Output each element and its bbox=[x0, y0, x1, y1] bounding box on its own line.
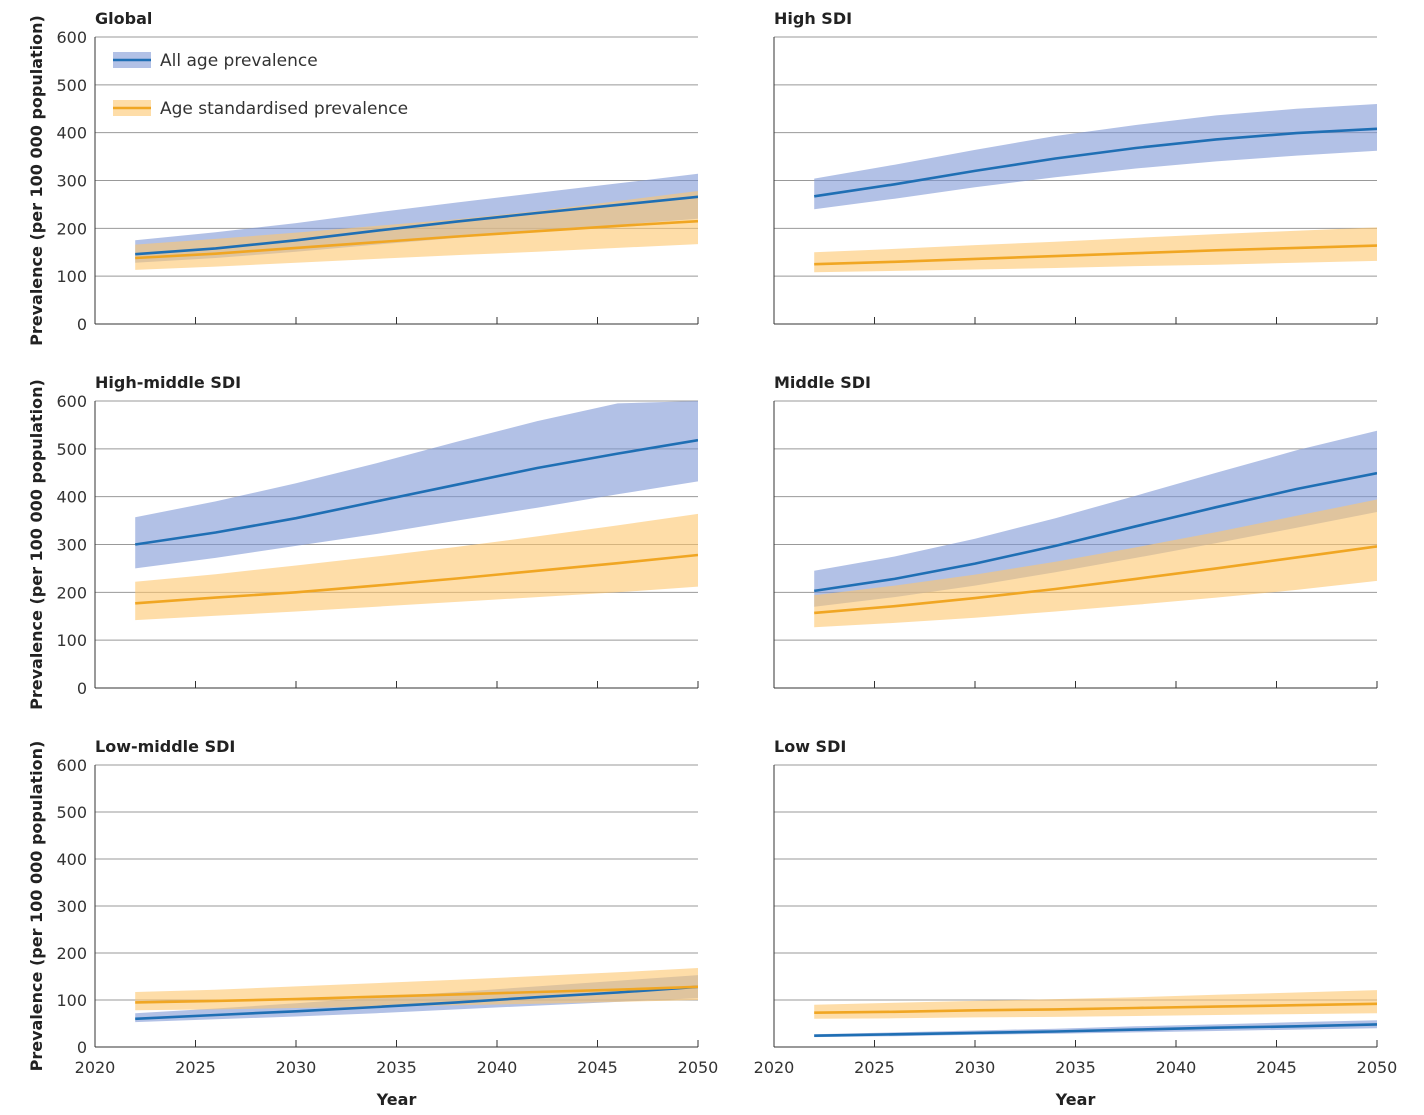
x-tick-label: 2050 bbox=[1357, 1058, 1398, 1077]
panel-title: High-middle SDI bbox=[95, 373, 241, 392]
panel-high-sdi: High SDI bbox=[773, 9, 1378, 325]
y-tick-label: 400 bbox=[56, 488, 87, 507]
x-tick-label: 2050 bbox=[678, 1058, 719, 1077]
y-axis-title: Prevalence (per 100 000 population) bbox=[27, 379, 46, 710]
legend: All age prevalence Age standardised preva… bbox=[113, 51, 408, 119]
y-tick-label: 0 bbox=[77, 679, 87, 698]
x-tick-label: 2020 bbox=[754, 1058, 795, 1077]
x-tick-label: 2045 bbox=[1256, 1058, 1297, 1077]
panel-title: Middle SDI bbox=[774, 373, 871, 392]
age-standardised-uncertainty-band bbox=[814, 499, 1377, 628]
age-standardised-series-line bbox=[135, 219, 698, 260]
x-tick-label: 2025 bbox=[175, 1058, 216, 1077]
legend-label: Age standardised prevalence bbox=[160, 99, 408, 119]
age-standardised-series-line bbox=[814, 545, 1377, 615]
all-age-uncertainty-band bbox=[135, 401, 698, 569]
all-age-uncertainty-band bbox=[814, 430, 1377, 607]
y-tick-label: 400 bbox=[56, 850, 87, 869]
panel-title: Low SDI bbox=[774, 737, 846, 756]
age-standardised-uncertainty-band bbox=[814, 227, 1377, 273]
plot-area bbox=[814, 104, 1377, 273]
plot-area bbox=[135, 173, 698, 270]
all-age-series-line bbox=[814, 471, 1377, 593]
y-tick-label: 0 bbox=[77, 1038, 87, 1057]
plot-area bbox=[135, 968, 698, 1023]
y-tick-label: 100 bbox=[56, 631, 87, 650]
panel-title: High SDI bbox=[774, 9, 852, 28]
x-tick-label: 2035 bbox=[1055, 1058, 1096, 1077]
plot-area bbox=[814, 430, 1377, 628]
y-tick-label: 500 bbox=[56, 76, 87, 95]
age-standardised-uncertainty-band bbox=[135, 191, 698, 270]
y-axis-title: Prevalence (per 100 000 population) bbox=[27, 741, 46, 1072]
y-tick-label: 300 bbox=[56, 536, 87, 555]
x-tick-label: 2045 bbox=[577, 1058, 618, 1077]
y-tick-label: 100 bbox=[56, 991, 87, 1010]
x-tick-label: 2040 bbox=[477, 1058, 518, 1077]
x-tick-label: 2020 bbox=[75, 1058, 116, 1077]
x-axis-title: Year bbox=[1055, 1090, 1096, 1109]
x-tick-label: 2040 bbox=[1156, 1058, 1197, 1077]
panel-title: Low-middle SDI bbox=[95, 737, 235, 756]
y-tick-label: 600 bbox=[56, 392, 87, 411]
plot-area bbox=[135, 401, 698, 621]
panel-low-middle-sdi: Low-middle SDI 2020 2025 2030 2035 2040 2045 20… bbox=[27, 737, 718, 1109]
panel-title: Global bbox=[95, 9, 152, 28]
y-tick-label: 300 bbox=[56, 897, 87, 916]
y-tick-label: 200 bbox=[56, 219, 87, 238]
plot-area bbox=[814, 990, 1377, 1038]
age-standardised-series-line bbox=[814, 1002, 1377, 1014]
x-tick-label: 2035 bbox=[376, 1058, 417, 1077]
age-standardised-series-line bbox=[135, 553, 698, 605]
panel-high-middle-sdi: High-middle SDI 0 100 200 300 400 500 600 Preval… bbox=[27, 373, 699, 710]
panel-low-sdi: Low SDI 2020 2025 2030 2035 2040 2045 2050 Year bbox=[754, 737, 1398, 1109]
y-tick-label: 600 bbox=[56, 756, 87, 775]
x-axis-title: Year bbox=[376, 1090, 417, 1109]
y-tick-label: 0 bbox=[77, 315, 87, 334]
all-age-series-line bbox=[135, 195, 698, 256]
y-tick-label: 500 bbox=[56, 440, 87, 459]
all-age-series-line bbox=[135, 438, 698, 546]
y-axis-title: Prevalence (per 100 000 population) bbox=[27, 15, 46, 346]
y-tick-label: 400 bbox=[56, 124, 87, 143]
y-tick-label: 200 bbox=[56, 583, 87, 602]
y-tick-label: 600 bbox=[56, 28, 87, 47]
y-tick-label: 300 bbox=[56, 172, 87, 191]
y-tick-label: 100 bbox=[56, 267, 87, 286]
y-tick-label: 500 bbox=[56, 803, 87, 822]
all-age-series-line bbox=[814, 127, 1377, 198]
age-standardised-series-line bbox=[135, 985, 698, 1004]
x-tick-label: 2030 bbox=[276, 1058, 317, 1077]
panel-global: Global 0 100 200 300 400 500 600 Prevalence (per… bbox=[27, 9, 699, 346]
x-tick-label: 2025 bbox=[854, 1058, 895, 1077]
legend-label: All age prevalence bbox=[160, 51, 318, 71]
y-tick-label: 200 bbox=[56, 944, 87, 963]
panel-middle-sdi: Middle SDI bbox=[773, 373, 1378, 689]
all-age-series-line bbox=[135, 985, 698, 1021]
age-standardised-series-line bbox=[814, 244, 1377, 266]
all-age-series-line bbox=[814, 1023, 1377, 1037]
x-tick-label: 2030 bbox=[955, 1058, 996, 1077]
all-age-uncertainty-band bbox=[814, 104, 1377, 210]
